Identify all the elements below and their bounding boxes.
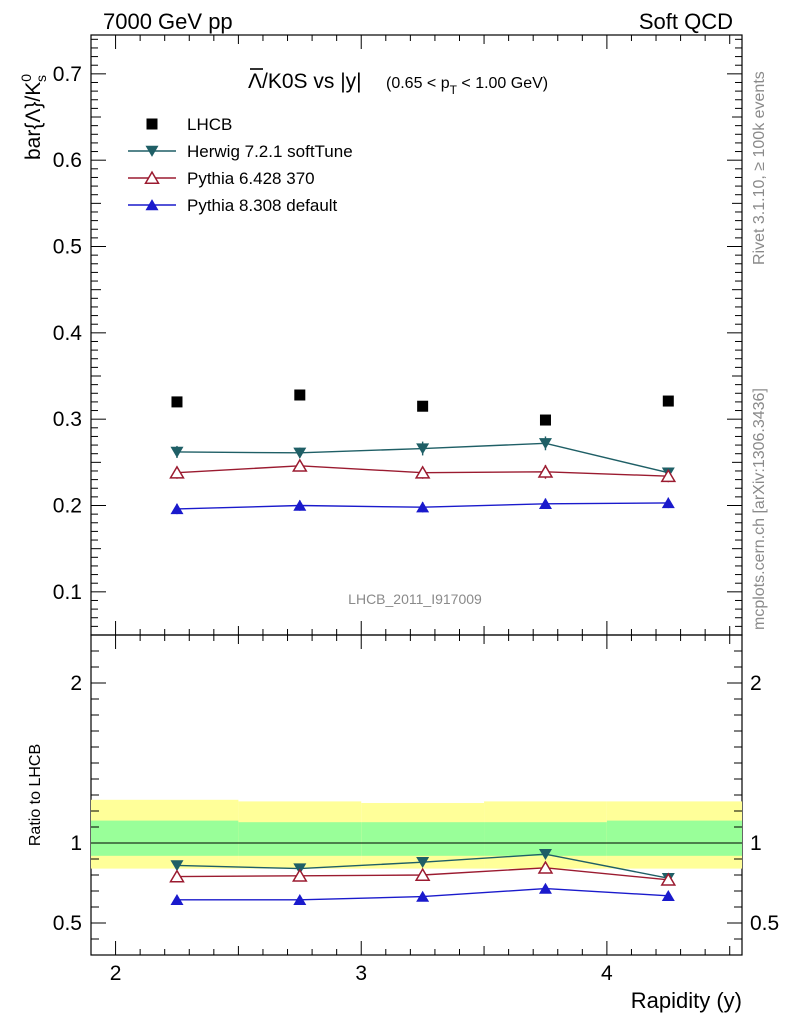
side-text-rivet: Rivet 3.1.10, ≥ 100k events [751, 71, 768, 265]
legend: LHCB Herwig 7.2.1 softTune Pythia 6.428 37… [128, 115, 353, 215]
data-point [661, 497, 675, 509]
legend-label: Herwig 7.2.1 softTune [187, 142, 353, 161]
legend-label: Pythia 6.428 370 [187, 169, 315, 188]
legend-label: LHCB [187, 115, 232, 134]
x-tick-label: 4 [601, 962, 613, 985]
ratio-y-tick-label-left: 0.5 [53, 912, 82, 935]
ratio-y-tick-label-left: 1 [70, 832, 82, 855]
data-point [169, 465, 185, 479]
ratio-y-tick-label-left: 2 [70, 672, 82, 695]
data-point [170, 503, 184, 515]
ratio-data-point [169, 869, 185, 883]
ratio-data-point [170, 893, 184, 905]
data-point [171, 396, 183, 408]
analysis-watermark: LHCB_2011_I917009 [348, 591, 482, 607]
legend-marker [145, 199, 159, 211]
data-point [417, 400, 429, 412]
legend-marker [145, 145, 159, 157]
legend-label: Pythia 8.308 default [187, 196, 338, 215]
ratio-y-tick-label-right: 1 [750, 832, 762, 855]
x-axis-label: Rapidity (y) [631, 988, 742, 1013]
ratio-band-inner [91, 820, 239, 856]
data-point [539, 414, 551, 426]
legend-entry-lhcb: LHCB [146, 115, 232, 134]
series-pythia-6-428-370 [169, 458, 677, 483]
ratio-series [169, 849, 677, 905]
ratio-y-axis-label: Ratio to LHCB [27, 744, 44, 846]
legend-marker [144, 170, 160, 184]
data-point [660, 468, 677, 483]
data-point [662, 395, 674, 407]
ratio-plot-frame [90, 634, 743, 956]
ratio-data-point [537, 860, 554, 874]
data-point [293, 447, 307, 459]
ratio-data-point [538, 849, 552, 861]
legend-marker [146, 118, 158, 130]
data-point [537, 464, 554, 478]
ratio-y-tick-label-right: 0.5 [750, 912, 779, 935]
main-y-tick-label: 0.7 [53, 63, 82, 86]
main-y-tick-label: 0.5 [53, 236, 82, 259]
plot-title-main: /K0S vs |y| [262, 70, 362, 93]
ratio-band-inner [606, 820, 742, 856]
side-text-mcplots: mcplots.cern.ch [arXiv:1306.3436] [751, 388, 768, 630]
ratio-y-tick-label-right: 2 [750, 672, 762, 695]
ratio-data-point [291, 868, 308, 882]
data-point [293, 499, 307, 511]
ratio-data-point [293, 893, 307, 905]
ratio-band-inner [238, 822, 362, 856]
data-point [414, 465, 431, 479]
ratio-band-inner [361, 822, 485, 856]
ratio-data-point [416, 890, 430, 902]
main-y-tick-label: 0.6 [53, 149, 82, 172]
ratio-data-point [170, 860, 184, 872]
data-point [416, 501, 430, 513]
series-herwig-7-2-1-softtune [170, 436, 675, 479]
ratio-data-point [660, 872, 677, 886]
main-y-axis-label: bar{Λ}/K0s [18, 74, 49, 160]
plot-title-cut: (0.65 < pT < 1.00 GeV) [386, 75, 548, 97]
data-point [291, 458, 308, 472]
ratio-data-point [538, 882, 552, 894]
plot-title: Λ/K0S vs |y| [248, 70, 362, 93]
plot-title-bar-symbol: Λ [248, 70, 262, 93]
axis-ticks: 2 3 4 0.1 0.2 0.3 0.4 0.5 0.6 0.7 0.5 0.5 1 1 2 2 [53, 35, 779, 985]
data-point [416, 443, 430, 455]
ratio-data-point [414, 867, 431, 881]
main-y-tick-label: 0.2 [53, 495, 82, 518]
legend-entry-pythia-6-428-370: Pythia 6.428 370 [128, 169, 315, 188]
x-tick-label: 3 [355, 962, 367, 985]
main-y-tick-label: 0.4 [53, 322, 83, 345]
main-y-tick-label: 0.1 [53, 581, 82, 604]
ratio-series-pythia-6-428-370 [169, 860, 677, 886]
legend-entry-herwig-7-2-1-softtune: Herwig 7.2.1 softTune [128, 142, 353, 161]
ratio-data-point [661, 889, 675, 901]
series-pythia-8-308-default [170, 497, 675, 515]
data-point [538, 497, 552, 509]
ratio-bands [91, 799, 742, 869]
data-point [294, 389, 306, 401]
data-point [538, 438, 552, 450]
header-left: 7000 GeV pp [103, 9, 233, 34]
x-tick-label: 2 [110, 962, 122, 985]
ratio-data-point [416, 857, 430, 869]
data-point [170, 446, 184, 458]
main-series [169, 389, 677, 515]
series-lhcb [171, 389, 674, 426]
ratio-series-pythia-8-308-default [170, 882, 675, 905]
header-right: Soft QCD [639, 9, 733, 34]
main-y-tick-label: 0.3 [53, 408, 82, 431]
legend-entry-pythia-8-308-default: Pythia 8.308 default [128, 196, 338, 215]
